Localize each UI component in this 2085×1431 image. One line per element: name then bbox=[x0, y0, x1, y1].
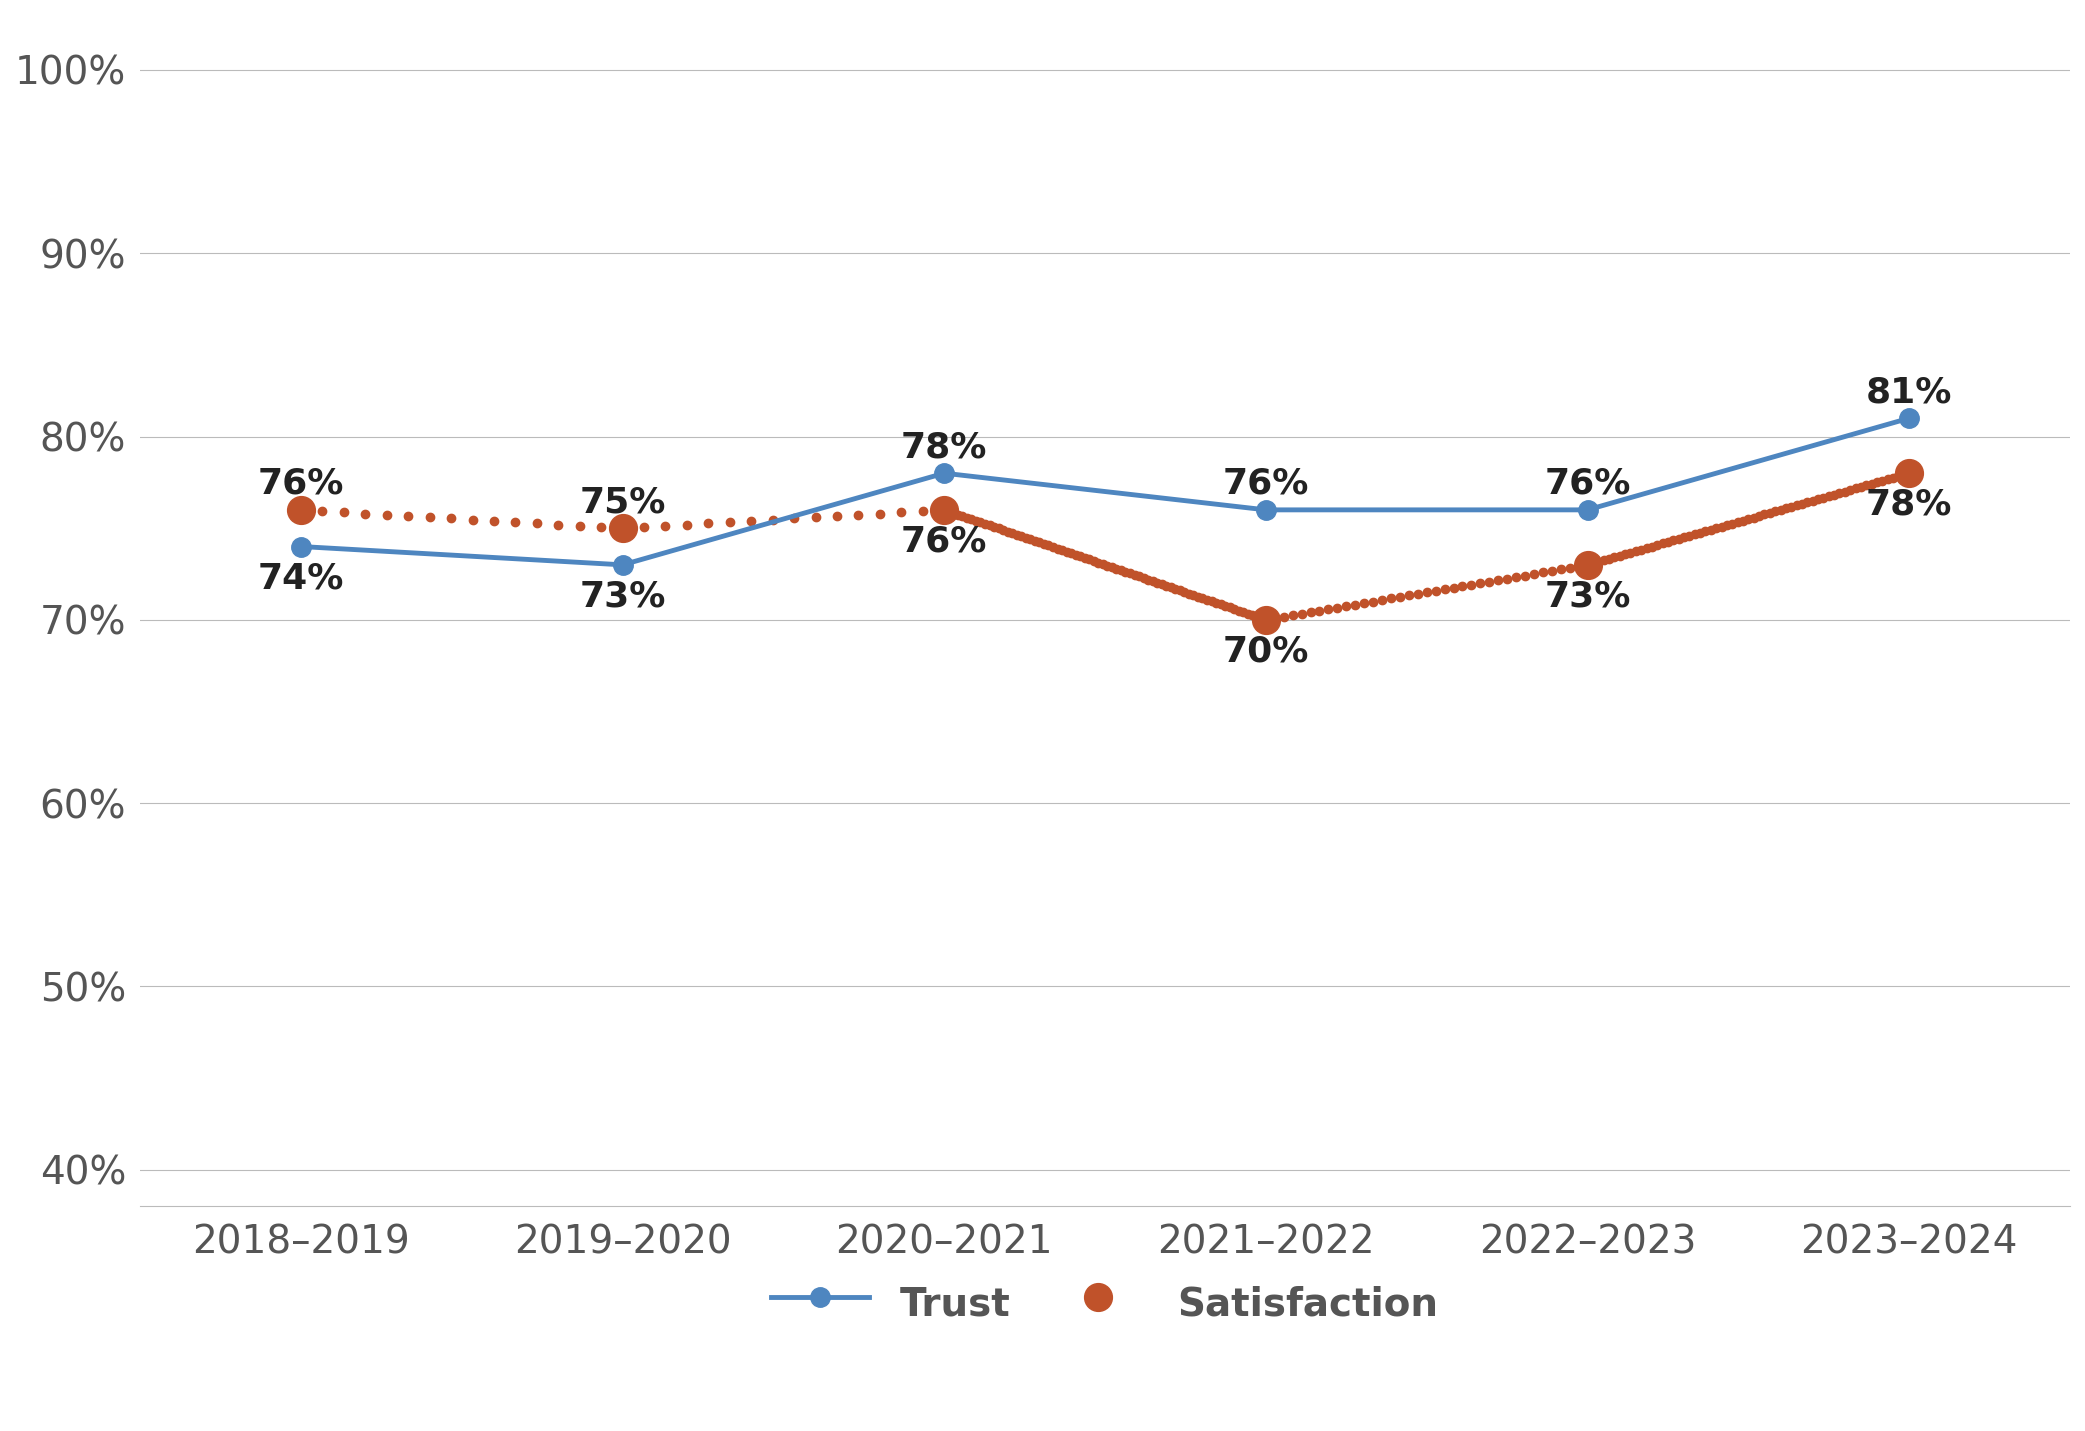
Text: 76%: 76% bbox=[259, 467, 344, 501]
Legend: Trust, Satisfaction: Trust, Satisfaction bbox=[757, 1264, 1453, 1342]
Satisfaction bbox=[611, 519, 636, 537]
Text: 74%: 74% bbox=[259, 561, 344, 595]
Line: Satisfaction: Satisfaction bbox=[288, 459, 1922, 634]
Text: 76%: 76% bbox=[1545, 467, 1630, 501]
Satisfaction bbox=[1253, 611, 1278, 628]
Satisfaction bbox=[932, 501, 957, 518]
Text: 73%: 73% bbox=[580, 580, 665, 614]
Text: 78%: 78% bbox=[901, 431, 988, 464]
Line: Trust: Trust bbox=[292, 408, 1918, 575]
Satisfaction bbox=[1574, 557, 1599, 574]
Trust bbox=[288, 538, 313, 555]
Text: 73%: 73% bbox=[1545, 580, 1630, 614]
Text: 70%: 70% bbox=[1222, 634, 1309, 668]
Trust bbox=[1253, 501, 1278, 518]
Text: 76%: 76% bbox=[1222, 467, 1309, 501]
Text: 78%: 78% bbox=[1866, 488, 1952, 522]
Satisfaction bbox=[1897, 465, 1922, 482]
Trust bbox=[932, 465, 957, 482]
Trust bbox=[1897, 409, 1922, 426]
Text: 76%: 76% bbox=[901, 525, 988, 558]
Trust bbox=[611, 557, 636, 574]
Trust bbox=[1574, 501, 1599, 518]
Text: 75%: 75% bbox=[580, 485, 665, 519]
Text: 81%: 81% bbox=[1866, 375, 1952, 409]
Satisfaction bbox=[288, 501, 313, 518]
